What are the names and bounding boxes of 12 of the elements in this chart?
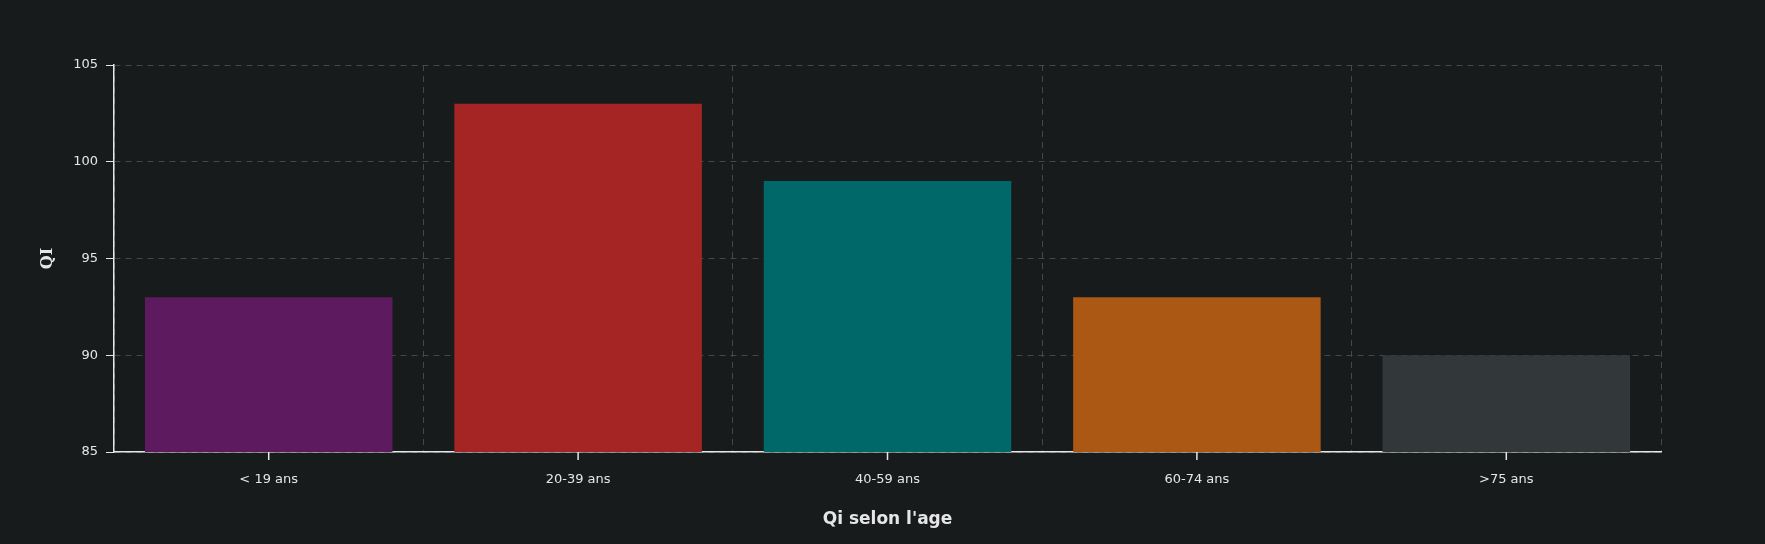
y-tick-label: 105	[73, 56, 99, 72]
x-tick-label: >75 ans	[1479, 471, 1534, 487]
y-tick-label: 100	[73, 153, 99, 169]
y-tick-label: 90	[81, 346, 99, 362]
x-tick-label: 20-39 ans	[545, 471, 611, 487]
x-axis-title: Qi selon l'age	[822, 508, 953, 529]
x-tick-label: < 19 ans	[239, 471, 299, 487]
y-tick-label: 95	[81, 249, 99, 265]
y-tick-label: 85	[81, 443, 99, 459]
y-axis-title: QI	[36, 247, 56, 270]
x-tick-label: 60-74 ans	[1164, 471, 1230, 487]
x-tick-label: 40-59 ans	[855, 471, 921, 487]
